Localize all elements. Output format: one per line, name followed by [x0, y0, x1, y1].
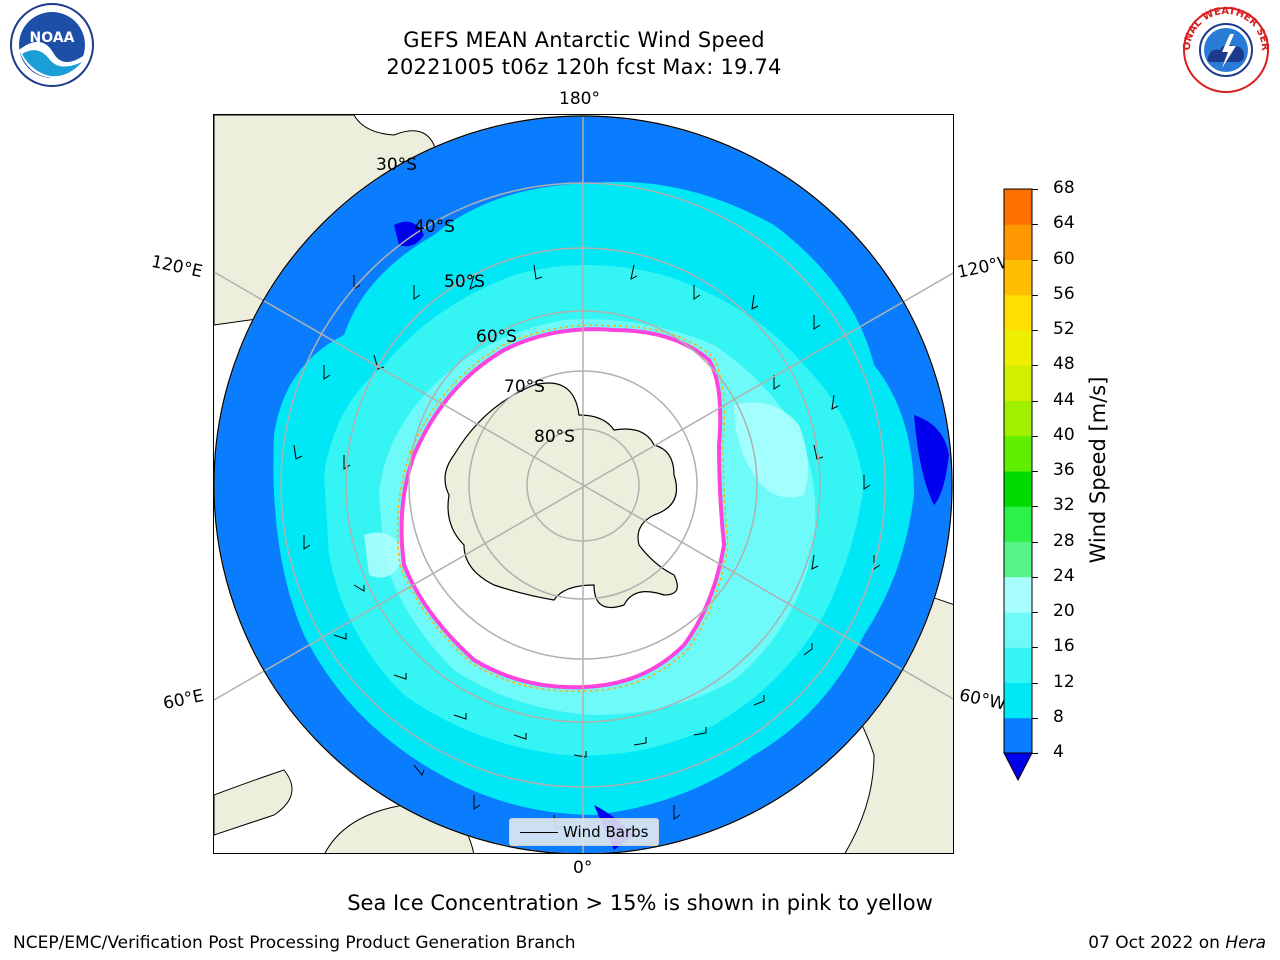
lat-label-70s: 70°S [504, 377, 545, 397]
colorbar-tick-label: 20 [1053, 601, 1075, 621]
map-panel: 30°S 40°S 50°S 60°S 70°S 80°S Wind Barbs [213, 114, 954, 854]
lon-label-120e: 120°E [149, 251, 205, 283]
colorbar-tick-mark [1032, 576, 1038, 578]
colorbar-tick-label: 68 [1053, 178, 1075, 198]
colorbar-tick-label: 16 [1053, 636, 1075, 657]
colorbar-tick-label: 4 [1053, 742, 1064, 762]
colorbar-tick-mark [1032, 753, 1038, 754]
colorbar-cell [1004, 294, 1032, 331]
colorbar-tick-mark [1032, 224, 1038, 226]
colorbar-cell [1004, 576, 1032, 613]
colorbar-tick-mark [1032, 647, 1038, 649]
wind-barbs [293, 264, 881, 830]
nws-logo: NATIONAL WEATHER SERVICE [1174, 0, 1274, 100]
noaa-logo-text: NOAA [30, 30, 75, 46]
colorbar-tick-mark [1032, 471, 1038, 472]
chart-subtitle: 20221005 t06z 120h fcst Max: 19.74 [386, 55, 782, 79]
lat-label-60s: 60°S [476, 327, 517, 347]
colorbar-cell [1004, 330, 1032, 366]
colorbar-tick-mark [1032, 189, 1038, 190]
colorbar-tick-label: 36 [1053, 460, 1075, 480]
wind-20-24-region [364, 402, 808, 578]
colorbar-tick-label: 12 [1053, 671, 1075, 692]
colorbar-cell [1004, 471, 1032, 507]
colorbar-tick-mark [1032, 365, 1038, 367]
colorbar-tick-label: 24 [1053, 565, 1075, 586]
colorbar-tick-label: 48 [1053, 354, 1075, 375]
map-legend: Wind Barbs [509, 818, 659, 846]
colorbar-cell [1004, 506, 1032, 542]
lon-label-0: 0° [573, 858, 593, 878]
colorbar-tick-mark [1032, 682, 1038, 684]
colorbar-cell [1004, 647, 1032, 683]
footer-branch: NCEP/EMC/Verification Post Processing Pr… [13, 933, 576, 953]
colorbar [1003, 188, 1033, 782]
colorbar-cell [1004, 541, 1032, 578]
colorbar-tick-mark [1032, 506, 1038, 508]
lat-label-50s: 50°S [444, 272, 485, 292]
sea-ice-note: Sea Ice Concentration > 15% is shown in … [347, 891, 933, 915]
chart-title: GEFS MEAN Antarctic Wind Speed [403, 28, 765, 52]
colorbar-tick-mark [1032, 541, 1038, 543]
lat-label-80s: 80°S [534, 427, 575, 447]
colorbar-cell [1004, 224, 1032, 260]
legend-label: Wind Barbs [563, 823, 649, 841]
lon-label-180: 180° [559, 89, 600, 109]
colorbar-tick-mark [1032, 400, 1038, 402]
polar-map: 30°S 40°S 50°S 60°S 70°S 80°S [214, 115, 953, 853]
colorbar-tick-mark [1032, 612, 1038, 613]
colorbar-under-triangle [1003, 752, 1033, 782]
footer-date: 07 Oct 2022 on Hera [1088, 933, 1266, 953]
colorbar-tick-label: 52 [1053, 319, 1075, 339]
colorbar-tick-label: 44 [1053, 389, 1075, 410]
colorbar-cell [1004, 189, 1032, 225]
colorbar-cell [1004, 400, 1032, 437]
colorbar-tick-label: 64 [1053, 213, 1075, 234]
colorbar-tick-label: 8 [1053, 706, 1064, 727]
legend-line [520, 832, 558, 833]
colorbar-cell [1004, 259, 1032, 296]
colorbar-cell [1004, 717, 1032, 754]
colorbar-tick-mark [1032, 259, 1038, 261]
colorbar-cell [1004, 435, 1032, 472]
colorbar-tick-mark [1032, 330, 1038, 331]
footer-host: Hera [1225, 933, 1266, 953]
lon-label-60e: 60°E [161, 685, 206, 715]
footer-date-text: 07 Oct 2022 on [1088, 933, 1220, 953]
colorbar-cell [1004, 365, 1032, 401]
colorbar-tick-label: 56 [1053, 283, 1075, 304]
lat-label-40s: 40°S [414, 217, 455, 237]
colorbar-tick-label: 60 [1053, 248, 1075, 269]
colorbar-tick-label: 40 [1053, 424, 1075, 445]
colorbar-cell [1004, 612, 1032, 648]
map-boundary [214, 115, 953, 853]
ice-margin [396, 324, 729, 693]
colorbar-label: Wind Speed [m/s] [1086, 376, 1110, 564]
colorbar-cell [1004, 682, 1032, 719]
colorbar-tick-mark [1032, 717, 1038, 719]
colorbar-tick-label: 32 [1053, 495, 1075, 516]
lat-label-30s: 30°S [376, 155, 417, 175]
colorbar-tick-label: 28 [1053, 530, 1075, 551]
colorbar-tick-mark [1032, 294, 1038, 296]
noaa-logo: NOAA [2, 2, 102, 92]
colorbar-tick-mark [1032, 435, 1038, 437]
